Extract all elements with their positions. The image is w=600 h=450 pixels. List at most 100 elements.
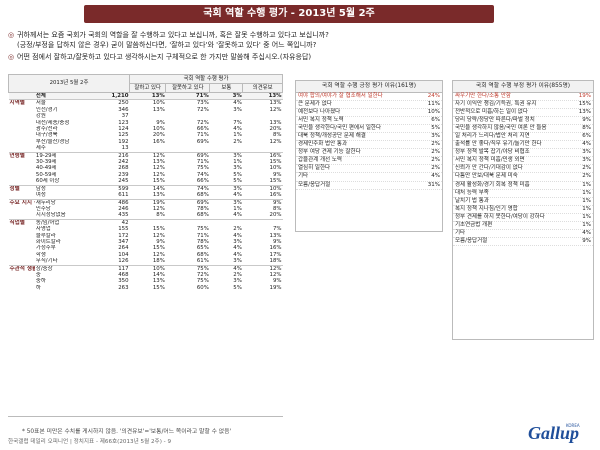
pct-mid: 4% (233, 251, 242, 258)
col-mid: 보통 (209, 83, 244, 93)
table-row: 무직/기타 126 18% 61% 3% 18% (9, 258, 283, 265)
reason-value: 1% (582, 205, 591, 212)
reason-value: 5% (431, 125, 440, 132)
pct-good: 12% (152, 205, 165, 212)
row-label: 19-29세 (34, 151, 97, 160)
question-1b-text: (긍정/부정을 답하지 않은 경우) 굳이 말씀하신다면, '잘하고 있다'와 … (17, 41, 317, 49)
group-label: 주관적 생활수준별 (8, 264, 35, 272)
pct-dk: 9% (272, 238, 282, 245)
table-row: 대전/세종/충청 123 9% 72% 7% 13% (9, 120, 283, 126)
sample-size: 172 (118, 232, 129, 239)
col-good: 잘하고 있다 (129, 83, 167, 93)
reason-text: 여야 합의/여야가 잘 협조해서 일한다 (298, 93, 383, 99)
row-label: 여성 (35, 192, 46, 199)
pct-good: 16% (152, 138, 165, 145)
reason-row: 서민 복지 정책 미흡/민생 외면 3% (453, 157, 593, 166)
pct-good: 9% (156, 238, 165, 245)
pct-good: 10% (129, 99, 166, 107)
row-label: 30-39세 (35, 159, 57, 166)
reason-text: 대처 능력 부족 (455, 189, 489, 196)
sample-size: 123 (118, 119, 129, 126)
pct-bad: 66% (196, 178, 209, 185)
pct-mid: 4% (233, 192, 242, 199)
reason-text: 자기 이익만 챙김/기득권, 특권 유지 (455, 101, 537, 108)
pct-mid: 4% (209, 264, 243, 272)
reason-row: 당리 당략/정당만 따른다/파벌 정치 9% (453, 117, 593, 126)
pct-good: 14% (129, 184, 166, 193)
reason-text: 싸우기만 한다/소통 안함 (455, 93, 511, 99)
question-2: ◎ 어떤 점에서 잘하고/잘못하고 있다고 생각하시는지 구체적으로 한 가지만 … (8, 53, 311, 62)
footnote: * 50표본 미만은 수치를 게시하지 않음. '의견유보'='보통/어느 쪽이… (22, 429, 232, 435)
table-row: 강원 37 (9, 113, 283, 119)
reason-text: 큰 문제가 없다 (298, 101, 332, 108)
pct-good: 10% (152, 126, 165, 133)
reason-value: 2% (582, 165, 591, 172)
question-1: ◎ 귀하께서는 요즘 국회가 국회의 역할을 잘 수행하고 있다고 보십니까, 혹… (8, 31, 329, 40)
reason-row: 신뢰가 안 간다/기대감이 없다 2% (453, 165, 593, 174)
reason-row: 갑을관계 개선 노력 2% (296, 157, 442, 166)
table-row: 블루칼라 172 12% 71% 4% 13% (9, 233, 283, 239)
reason-row: 모름/응답거절 9% (453, 238, 593, 246)
reason-value: 19% (578, 93, 591, 99)
reason-row: 경제 활성화/경기 회복 정책 미흡 1% (453, 182, 593, 190)
pct-dk: 8% (272, 205, 282, 212)
pct-bad (166, 145, 210, 152)
reason-row: 여야 합의/여야가 잘 협조해서 일한다 24% (296, 93, 442, 102)
reason-row: 서민 복지 정책 노력 6% (296, 117, 442, 126)
pct-dk: 9% (272, 171, 282, 178)
pct-mid: 3% (233, 106, 242, 113)
pct-good: 13% (129, 92, 166, 100)
pct-dk: 10% (269, 165, 282, 172)
group-label: 직업별 (8, 218, 35, 227)
reason-text: 갑을관계 개선 노력 (298, 157, 342, 164)
pct-mid: 1% (233, 205, 242, 212)
pct-good: 15% (152, 284, 165, 291)
pct-bad: 71% (196, 232, 209, 239)
col-bad: 잘못하고 있다 (165, 83, 211, 93)
evaluation-table: 2013년 5월 2주 국회 역할 수행 평가 잘하고 있다 잘못하고 있다 보… (7, 74, 283, 291)
pct-dk (243, 145, 283, 152)
row-label: 제주 (35, 145, 46, 152)
reason-text: 정부 견제를 하지 못한다/여당이 강하다 (455, 213, 545, 220)
pct-good: 13% (152, 278, 165, 285)
question-1-text: 귀하께서는 요즘 국회가 국회의 역할을 잘 수행하고 있다고 보십니까, 혹은… (17, 31, 329, 39)
reason-row: 전반적으로 미흡/하는 일이 없다 13% (453, 109, 593, 118)
table-row: 중하 350 13% 75% 3% 9% (9, 278, 283, 284)
group-label (9, 192, 35, 199)
pct-mid: 5% (233, 284, 242, 291)
row-label: 강원 (35, 113, 46, 120)
pct-mid: 3% (209, 151, 243, 160)
reason-row: 국민을 생각한다/국민 편에서 일한다 5% (296, 125, 442, 134)
table-row: 지역별 서울 250 10% 73% 4% 13% (8, 99, 283, 107)
pct-bad: 74% (165, 184, 210, 193)
pct-mid: 3% (233, 258, 242, 265)
reason-value: 9% (582, 117, 591, 124)
reason-value: 11% (427, 101, 440, 108)
positive-reasons-box: 국회 역할 수행 긍정 평가 이유(161명) 여야 합의/여야가 잘 협조해서… (295, 80, 443, 232)
table-row-total: 전체 1,210 13% 71% 3% 13% (8, 92, 283, 100)
divider (8, 416, 283, 417)
reason-text: 경제 활성화/경기 회복 정책 미흡 (455, 181, 530, 188)
row-label: 60세 이상 (35, 178, 60, 185)
reason-text: 정부 여당 견제 기능 잘한다 (298, 149, 361, 156)
sample-size: 268 (118, 165, 129, 172)
reason-row: 정부 여당 견제 기능 잘한다 2% (296, 149, 442, 158)
table-row: 여성 611 13% 68% 4% 16% (9, 192, 283, 199)
pct-dk: 18% (269, 258, 282, 265)
table-row: 민주당 246 12% 78% 1% 8% (9, 206, 283, 212)
reason-value: 4% (582, 229, 591, 236)
pct-mid: 1% (233, 132, 242, 139)
sample-size: 347 (118, 238, 129, 245)
pct-good: 13% (152, 159, 165, 166)
reason-text: 전반적으로 미흡/하는 일이 없다 (455, 109, 528, 116)
row-label: 부산/울산/경남 (35, 138, 70, 145)
group-label: 연령별 (8, 151, 35, 160)
pct-mid: 3% (209, 184, 243, 193)
row-label: 자영업 (35, 226, 51, 233)
reason-row: 대처 능력 부족 1% (453, 190, 593, 198)
sample-size: 239 (118, 171, 129, 178)
pct-dk: 12% (269, 271, 282, 278)
table-row: 부산/울산/경남 192 16% 69% 2% 12% (9, 139, 283, 145)
reason-row: 대북 정책/개성공단 문제 해결 3% (296, 133, 442, 142)
reason-text: 경제민주화 법안 통과 (298, 141, 348, 148)
